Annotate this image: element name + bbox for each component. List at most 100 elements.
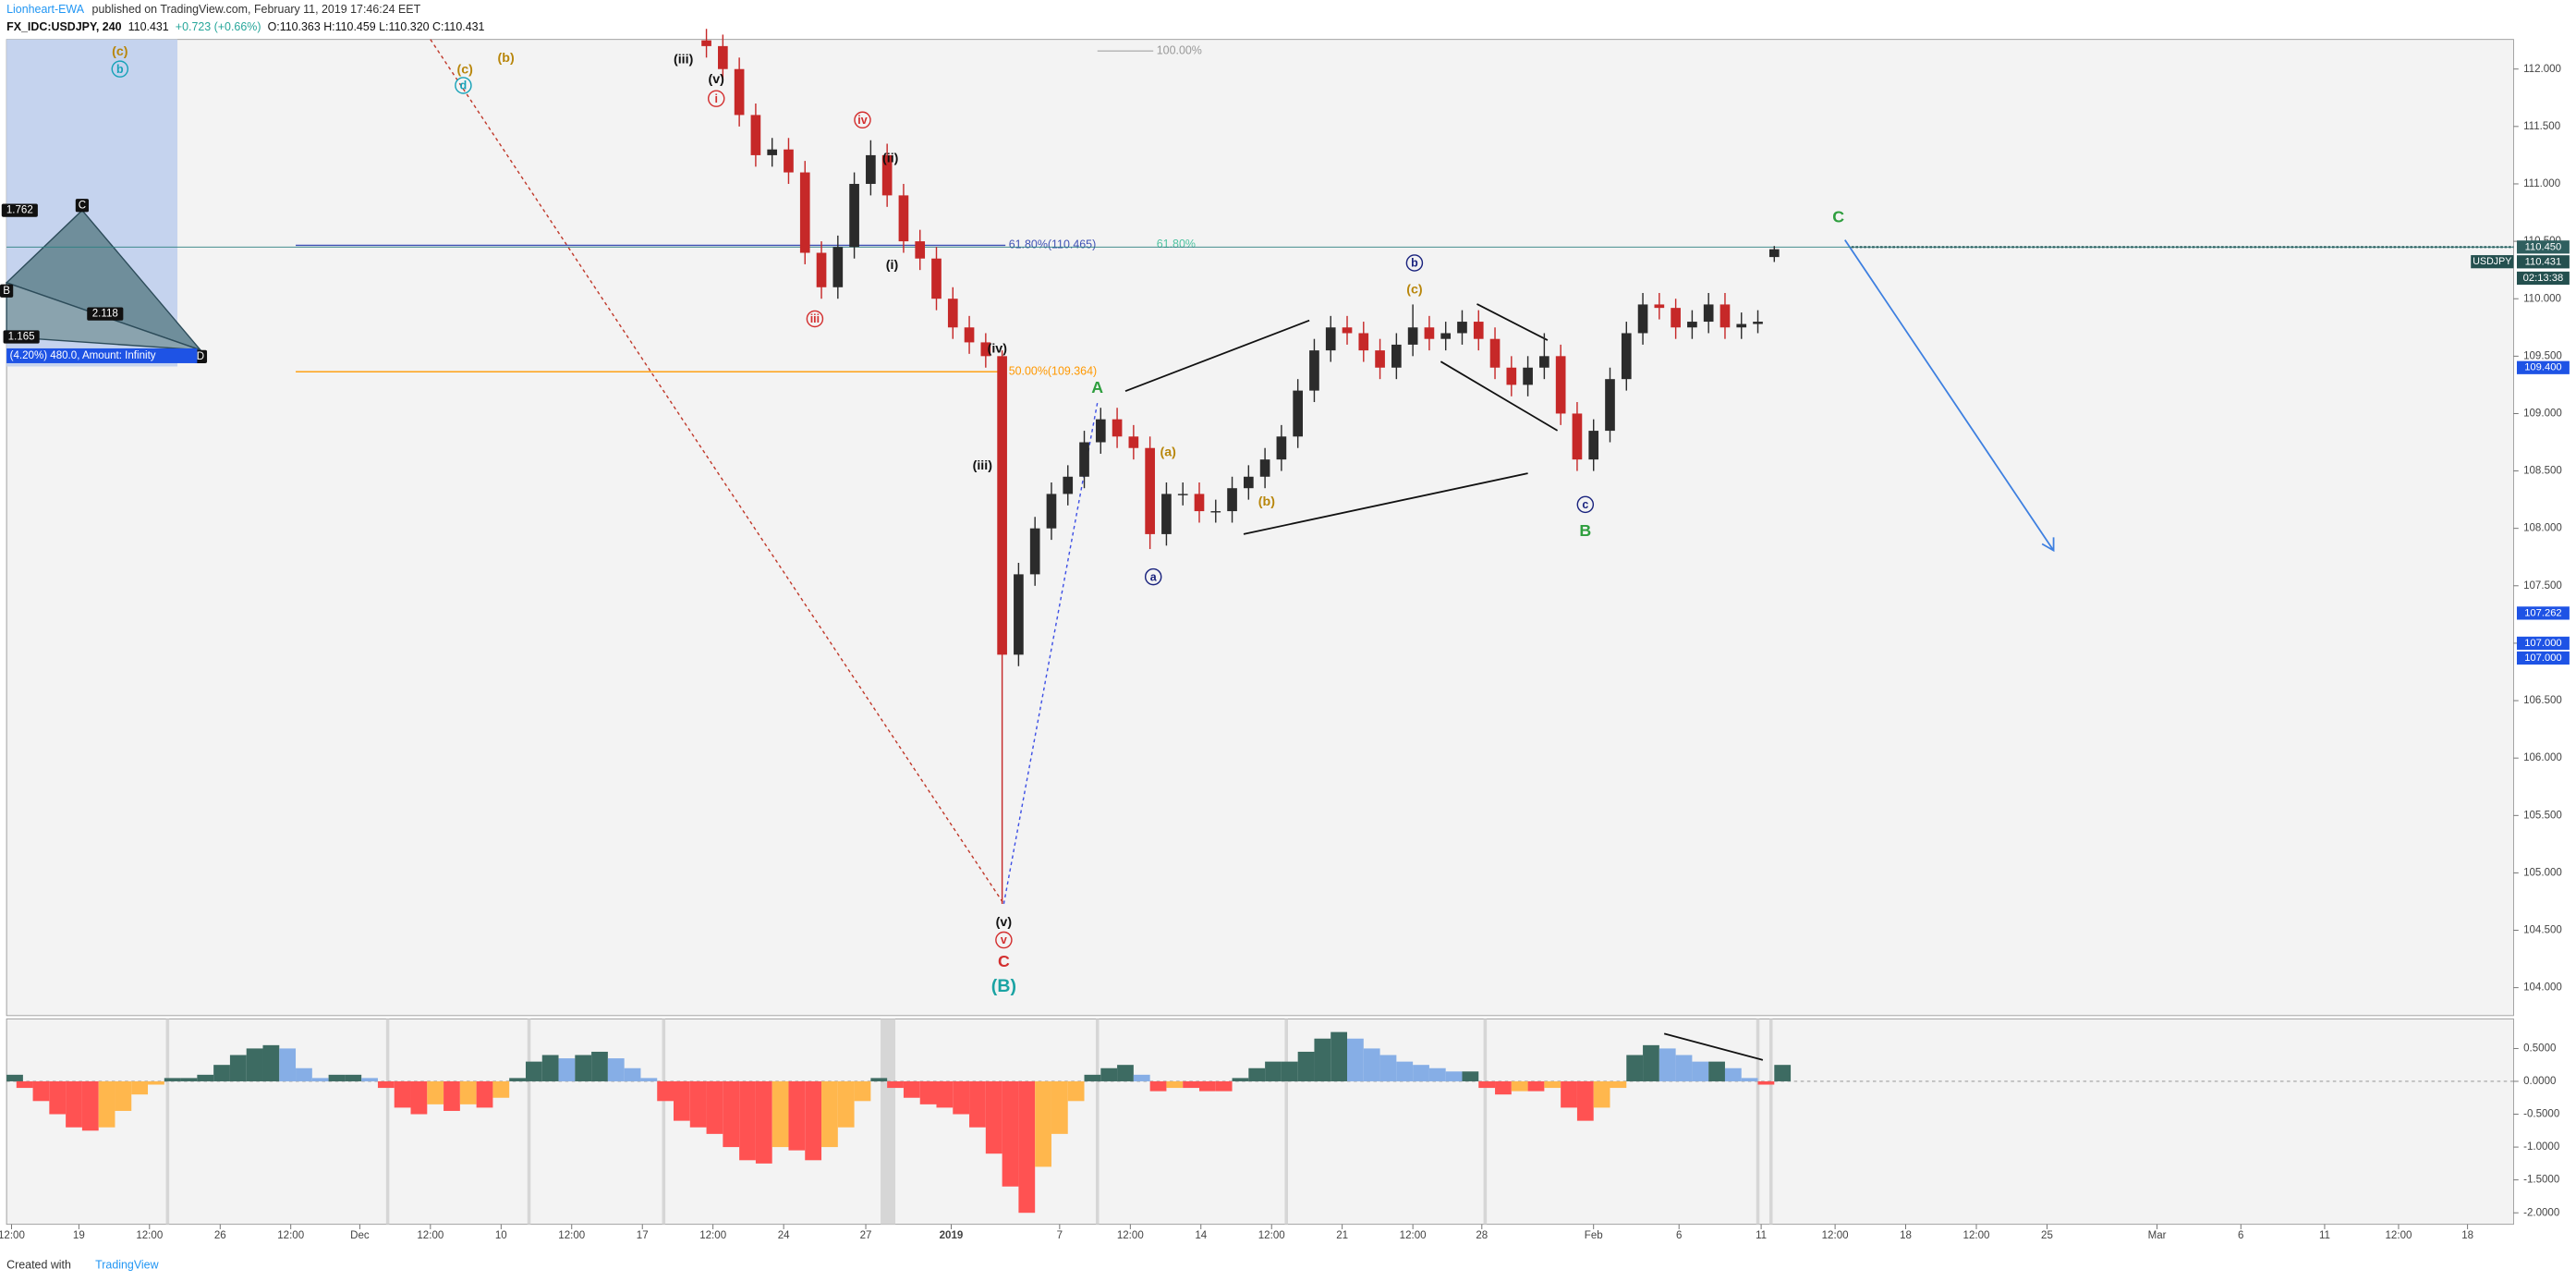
wave-label: b — [1411, 257, 1418, 270]
wave-label: c — [1582, 498, 1588, 511]
session-band — [1756, 1019, 1760, 1225]
oscillator-pane — [6, 1018, 2514, 1226]
y-tick-label: 109.500 — [2523, 350, 2562, 361]
y-tick-label: 108.500 — [2523, 466, 2562, 477]
price-label-box — [2516, 255, 2570, 269]
y-tick-label: 111.500 — [2523, 121, 2560, 132]
osc-bar — [148, 1080, 164, 1085]
osc-bar — [1281, 1061, 1298, 1081]
wave-label: (iii) — [973, 458, 993, 473]
wave-label: (i) — [886, 258, 899, 273]
symbol-tag-box — [2471, 255, 2514, 269]
osc-bar — [1757, 1080, 1775, 1085]
osc-bar — [657, 1080, 674, 1102]
wave-circle — [455, 77, 472, 94]
osc-bar — [919, 1080, 937, 1104]
wave-label: B — [1579, 521, 1591, 540]
osc-bar — [459, 1080, 477, 1104]
osc-bar — [1643, 1044, 1659, 1081]
candle-body — [1637, 304, 1648, 334]
osc-bar — [1527, 1080, 1545, 1092]
wave-circle — [707, 90, 725, 107]
osc-bar — [296, 1068, 312, 1081]
candle-body — [816, 252, 827, 287]
osc-bar — [377, 1080, 395, 1089]
harmonic-ratio: 2.118 — [92, 309, 118, 320]
candle-body — [1375, 350, 1385, 368]
candle-body — [1605, 379, 1615, 432]
osc-bar — [1133, 1074, 1150, 1081]
candle-body — [1424, 327, 1435, 339]
price-label-box — [2516, 240, 2570, 254]
candle-body — [1768, 249, 1780, 258]
session-band — [662, 1019, 666, 1225]
harmonic-point: D — [197, 351, 204, 362]
osc-bar — [32, 1080, 50, 1102]
wave-label: (B) — [991, 976, 1016, 996]
candle-body — [1736, 323, 1747, 328]
candle-body — [1227, 488, 1237, 512]
candle-body — [1473, 322, 1484, 339]
osc-bar — [1413, 1065, 1429, 1081]
candle-body — [1358, 333, 1369, 351]
candle-body — [997, 356, 1007, 655]
x-tick-label: 12:00 — [1258, 1230, 1285, 1241]
osc-bar — [1051, 1080, 1068, 1134]
osc-bar — [180, 1078, 198, 1081]
osc-bar — [1232, 1078, 1249, 1081]
x-tick-label: 6 — [1676, 1230, 1682, 1241]
osc-bar — [689, 1080, 707, 1128]
osc-bar — [624, 1068, 641, 1081]
candle-body — [767, 149, 778, 155]
osc-bar — [279, 1048, 297, 1081]
osc-bar — [394, 1080, 411, 1108]
y-tick-label: 105.000 — [2523, 867, 2562, 878]
osc-bar — [1478, 1080, 1496, 1089]
osc-bar — [755, 1080, 772, 1164]
y-tick-label: 110.000 — [2523, 293, 2561, 304]
wave-circle — [1405, 254, 1424, 272]
candle-body — [1440, 333, 1452, 339]
osc-bar — [525, 1061, 542, 1081]
osc-bar — [476, 1080, 493, 1108]
osc-bar — [262, 1044, 280, 1081]
osc-bar — [1379, 1055, 1397, 1081]
last-price: 110.431 — [128, 21, 169, 34]
candle-body — [980, 342, 991, 357]
candle-body — [866, 154, 876, 184]
osc-tick-label: -0.5000 — [2523, 1109, 2559, 1120]
osc-bar — [723, 1080, 740, 1148]
x-tick-label: 27 — [860, 1230, 872, 1241]
candle-body — [701, 40, 711, 46]
osc-bar — [509, 1078, 526, 1081]
fib-note: 61.80% — [1157, 238, 1196, 250]
osc-bar — [788, 1080, 806, 1151]
price-label-box — [2516, 636, 2570, 651]
osc-tick-label: -2.0000 — [2523, 1207, 2559, 1218]
osc-bar — [131, 1080, 149, 1095]
candle-body — [849, 183, 859, 248]
price-label: 107.000 — [2524, 638, 2561, 649]
wave-label: b — [116, 63, 124, 76]
candle-body — [1210, 511, 1221, 513]
wave-label: d — [460, 79, 468, 92]
candle-body — [1588, 431, 1599, 460]
y-tick-label: 104.500 — [2523, 925, 2562, 936]
candle-body — [1029, 528, 1040, 575]
osc-bar — [1363, 1048, 1380, 1081]
wave-label: (v) — [709, 72, 725, 87]
osc-bar — [1610, 1080, 1627, 1089]
osc-bar — [311, 1078, 329, 1081]
osc-bar — [1511, 1080, 1528, 1092]
osc-bar — [1544, 1080, 1561, 1089]
session-band — [1284, 1019, 1288, 1225]
wave-label: (a) — [1160, 445, 1177, 460]
ohlc: O:110.363 H:110.459 L:110.320 C:110.431 — [268, 21, 485, 34]
x-tick-label: 17 — [637, 1230, 649, 1241]
candle-body — [1654, 304, 1665, 309]
fib-note: 100.00% — [1157, 43, 1202, 56]
osc-bar — [328, 1074, 346, 1081]
x-tick-label: 12:00 — [1963, 1230, 1990, 1241]
candle-body — [1243, 476, 1254, 489]
wave-label: (iii) — [674, 53, 694, 67]
